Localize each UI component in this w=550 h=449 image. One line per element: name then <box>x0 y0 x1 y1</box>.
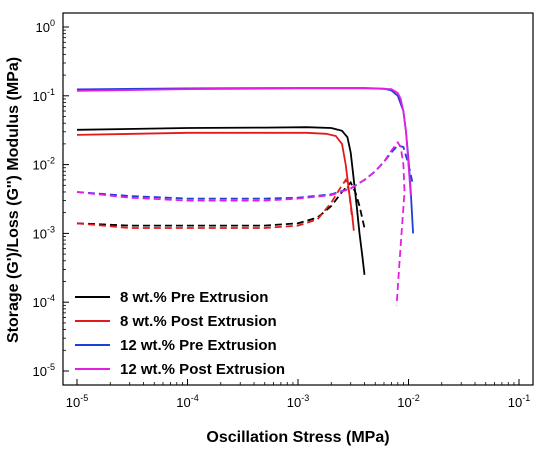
legend-entry-label: 8 wt.% Pre Extrusion <box>120 289 268 306</box>
legend: 8 wt.% Pre Extrusion 8 wt.% Post Extrusio… <box>75 289 285 378</box>
y-tick-label: 100 <box>36 18 55 35</box>
y-axis-title: Storage (G')/Loss (G'') Modulus (MPa) <box>5 57 22 343</box>
loss-modulus-line-12-wt-pre-extrusion <box>76 144 414 200</box>
legend-entry-label: 12 wt.% Post Extrusion <box>120 361 285 378</box>
x-tick-label: 10-4 <box>176 393 198 410</box>
x-tick-label: 10-1 <box>508 393 530 410</box>
x-tick-label: 10-3 <box>287 393 309 410</box>
legend-entry-label: 12 wt.% Pre Extrusion <box>120 337 277 354</box>
x-tick-label: 10-5 <box>66 393 88 410</box>
y-tick-label: 10-1 <box>33 87 55 104</box>
x-tick-label: 10-2 <box>397 393 419 410</box>
storage-modulus-line-12-wt-pre-extrusion <box>76 87 414 234</box>
y-axis: 10-5 10-4 10-3 10-2 10-1 100 <box>33 18 69 379</box>
curves <box>76 87 414 306</box>
y-tick-label: 10-4 <box>33 293 55 310</box>
y-tick-label: 10-2 <box>33 156 55 173</box>
loss-modulus-line-8-wt-pre-extrusion <box>76 180 366 229</box>
legend-entry-label: 8 wt.% Post Extrusion <box>120 313 277 330</box>
storage-modulus-line-12-wt-post-extrusion <box>76 87 412 197</box>
storage-modulus-line-8-wt-pre-extrusion <box>76 126 366 275</box>
storage-modulus-line-8-wt-post-extrusion <box>76 131 355 231</box>
y-tick-label: 10-3 <box>33 224 55 241</box>
x-axis-title: Oscillation Stress (MPa) <box>206 429 389 446</box>
loss-modulus-line-12-wt-post-extrusion <box>76 140 406 306</box>
y-tick-label: 10-5 <box>33 362 55 379</box>
x-axis: 10-5 10-4 10-3 10-2 10-1 <box>66 379 530 410</box>
loss-modulus-line-8-wt-post-extrusion <box>76 177 354 229</box>
